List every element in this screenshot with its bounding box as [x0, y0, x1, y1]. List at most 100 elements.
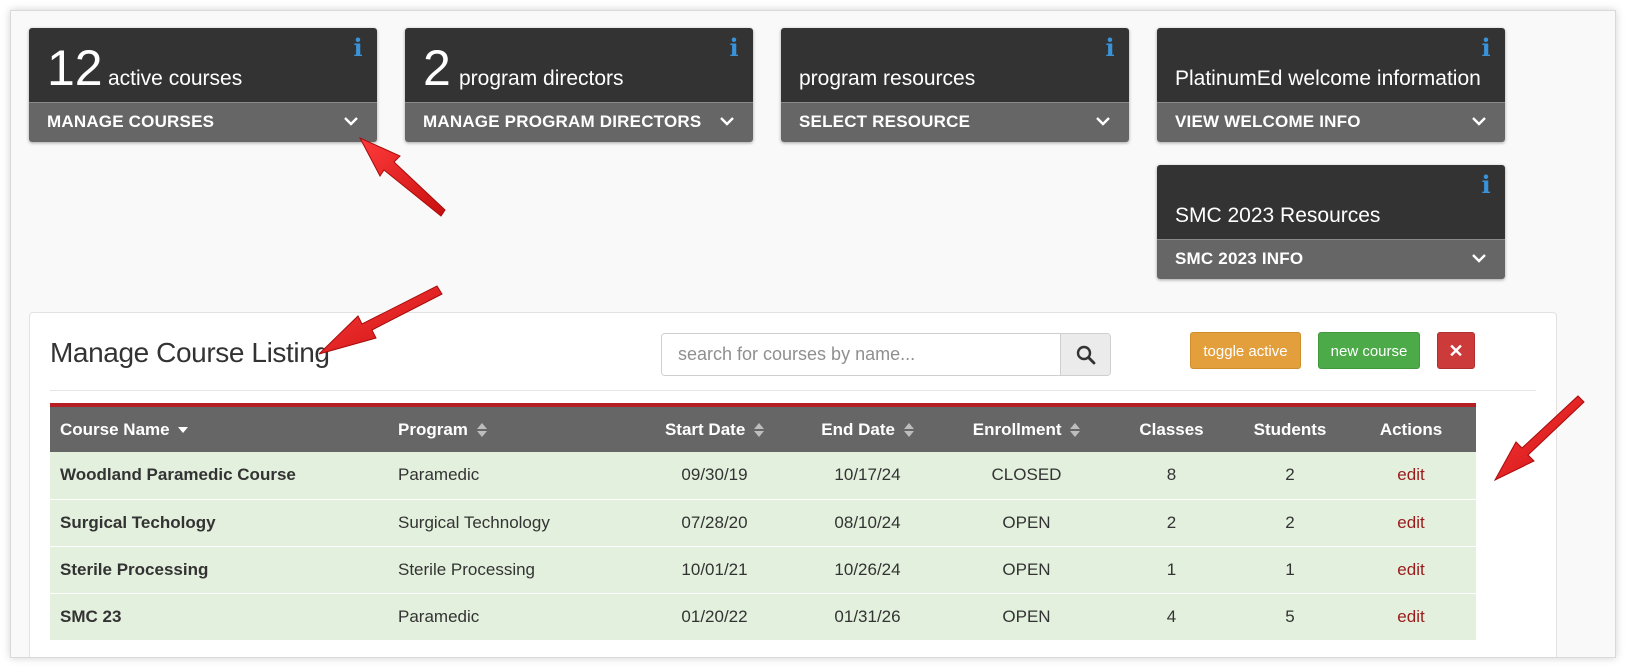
- edit-link[interactable]: edit: [1397, 559, 1425, 579]
- cell-students: 2: [1285, 465, 1295, 485]
- widget-header: program resources i: [781, 28, 1129, 102]
- new-course-button[interactable]: new course: [1318, 332, 1420, 369]
- cell-end-date: 01/31/26: [834, 606, 901, 626]
- sort-icon: [476, 423, 487, 438]
- resources-label: program resources: [799, 67, 976, 90]
- table-row: SMC 23 Paramedic 01/20/22 01/31/26 OPEN …: [50, 593, 1476, 640]
- smc-label: SMC 2023 Resources: [1175, 204, 1381, 227]
- cell-start-date: 07/28/20: [681, 512, 748, 532]
- sort-icon: [903, 423, 914, 438]
- column-header-start-date[interactable]: Start Date: [638, 405, 791, 452]
- cell-course-name: Sterile Processing: [60, 559, 209, 579]
- smc-info-label: SMC 2023 INFO: [1175, 249, 1304, 268]
- cell-enrollment: OPEN: [1002, 512, 1051, 532]
- table-header-row: Course Name Program Start Date End Date: [50, 405, 1476, 452]
- info-icon[interactable]: i: [729, 33, 739, 62]
- manage-courses-label: MANAGE COURSES: [47, 112, 215, 131]
- chevron-down-icon: [1096, 117, 1110, 126]
- resources-widget: program resources i SELECT RESOURCE: [781, 28, 1129, 142]
- course-listing-panel: Manage Course Listing toggle active new …: [29, 312, 1557, 657]
- director-count: 2: [423, 40, 451, 96]
- cell-start-date: 01/20/22: [681, 606, 748, 626]
- edit-link[interactable]: edit: [1397, 606, 1425, 626]
- manage-courses-dropdown[interactable]: MANAGE COURSES: [29, 102, 377, 142]
- widget-header: 12 active courses i: [29, 28, 377, 102]
- cell-end-date: 10/26/24: [834, 559, 901, 579]
- cell-classes: 2: [1166, 512, 1177, 532]
- cell-course-name: Surgical Techology: [60, 512, 216, 532]
- cell-students: 5: [1285, 606, 1295, 626]
- column-header-enrollment[interactable]: Enrollment: [944, 405, 1109, 452]
- cell-program: Sterile Processing: [398, 559, 536, 579]
- column-header-actions: Actions: [1379, 419, 1443, 439]
- cell-enrollment: OPEN: [1002, 559, 1051, 579]
- welcome-widget: PlatinumEd welcome information i VIEW WE…: [1157, 28, 1505, 142]
- widget-header: 2 program directors i: [405, 28, 753, 102]
- info-icon[interactable]: i: [353, 33, 363, 62]
- search-button[interactable]: [1060, 334, 1110, 375]
- smc-widget: SMC 2023 Resources i SMC 2023 INFO: [1157, 165, 1505, 279]
- sort-icon: [1070, 423, 1081, 438]
- app-frame: 12 active courses i MANAGE COURSES 2 pro…: [10, 10, 1616, 658]
- sort-desc-icon: [178, 427, 189, 434]
- smc-info-dropdown[interactable]: SMC 2023 INFO: [1157, 239, 1505, 279]
- chevron-down-icon: [720, 117, 734, 126]
- cell-classes: 4: [1166, 606, 1177, 626]
- cell-program: Surgical Technology: [398, 512, 550, 532]
- view-welcome-label: VIEW WELCOME INFO: [1175, 112, 1361, 131]
- course-count: 12: [47, 40, 103, 96]
- cell-program: Paramedic: [398, 606, 480, 626]
- table-row: Woodland Paramedic Course Paramedic 09/3…: [50, 452, 1476, 499]
- director-count-label: program directors: [459, 67, 624, 90]
- directors-widget: 2 program directors i MANAGE PROGRAM DIR…: [405, 28, 753, 142]
- view-welcome-dropdown[interactable]: VIEW WELCOME INFO: [1157, 102, 1505, 142]
- widget-header: SMC 2023 Resources i: [1157, 165, 1505, 239]
- cell-enrollment: CLOSED: [991, 465, 1062, 485]
- cell-start-date: 09/30/19: [681, 465, 748, 485]
- info-icon[interactable]: i: [1481, 33, 1491, 62]
- column-header-course-name[interactable]: Course Name: [50, 405, 388, 452]
- sort-icon: [754, 423, 765, 438]
- info-icon[interactable]: i: [1105, 33, 1115, 62]
- toggle-active-button[interactable]: toggle active: [1190, 332, 1301, 369]
- info-icon[interactable]: i: [1481, 170, 1491, 199]
- cell-actions: edit: [1346, 452, 1476, 499]
- courses-widget: 12 active courses i MANAGE COURSES: [29, 28, 377, 142]
- cell-course-name: SMC 23: [60, 606, 122, 626]
- manage-directors-label: MANAGE PROGRAM DIRECTORS: [423, 112, 702, 131]
- cell-start-date: 10/01/21: [681, 559, 748, 579]
- divider: [50, 390, 1536, 391]
- manage-directors-dropdown[interactable]: MANAGE PROGRAM DIRECTORS: [405, 102, 753, 142]
- search-icon: [1076, 345, 1096, 365]
- column-header-classes: Classes: [1139, 419, 1204, 439]
- course-count-label: active courses: [108, 67, 243, 90]
- edit-link[interactable]: edit: [1397, 465, 1425, 485]
- edit-link[interactable]: edit: [1397, 512, 1425, 532]
- select-resource-label: SELECT RESOURCE: [799, 112, 971, 131]
- cell-students: 2: [1285, 512, 1295, 532]
- cell-enrollment: OPEN: [1002, 606, 1051, 626]
- search-group: [661, 333, 1111, 376]
- cell-actions: edit: [1346, 499, 1476, 546]
- course-table: Course Name Program Start Date End Date: [50, 403, 1476, 641]
- panel-title: Manage Course Listing: [50, 337, 330, 368]
- cell-students: 1: [1285, 559, 1295, 579]
- widget-header: PlatinumEd welcome information i: [1157, 28, 1505, 102]
- chevron-down-icon: [344, 117, 358, 126]
- column-header-end-date[interactable]: End Date: [791, 405, 944, 452]
- cell-program: Paramedic: [398, 465, 480, 485]
- cell-actions: edit: [1346, 593, 1476, 640]
- column-header-program[interactable]: Program: [388, 405, 638, 452]
- cell-end-date: 10/17/24: [834, 465, 901, 485]
- course-search-input[interactable]: [662, 334, 1061, 375]
- cell-end-date: 08/10/24: [834, 512, 901, 532]
- cell-actions: edit: [1346, 546, 1476, 593]
- welcome-label: PlatinumEd welcome information: [1175, 67, 1481, 90]
- table-row: Sterile Processing Sterile Processing 10…: [50, 546, 1476, 593]
- chevron-down-icon: [1472, 254, 1486, 263]
- select-resource-dropdown[interactable]: SELECT RESOURCE: [781, 102, 1129, 142]
- cell-classes: 1: [1166, 559, 1177, 579]
- close-button[interactable]: ✕: [1437, 332, 1475, 369]
- cell-classes: 8: [1166, 465, 1177, 485]
- table-row: Surgical Techology Surgical Technology 0…: [50, 499, 1476, 546]
